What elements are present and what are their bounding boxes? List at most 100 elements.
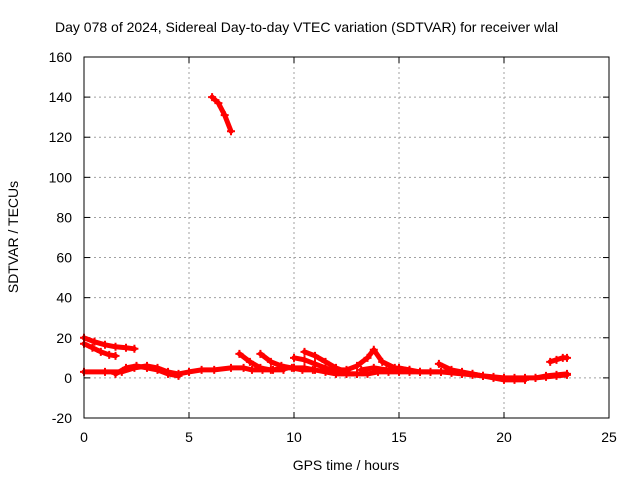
data-point — [164, 369, 172, 378]
data-point — [132, 361, 141, 370]
data-point — [105, 350, 114, 359]
data-point — [468, 369, 477, 378]
y-tick-label: -20 — [52, 410, 72, 426]
data-point — [111, 342, 120, 351]
data-point — [235, 349, 244, 358]
data-point — [266, 357, 275, 366]
data-point — [552, 370, 561, 379]
data-point — [311, 359, 319, 368]
data-point — [256, 363, 265, 372]
data-point — [245, 357, 254, 366]
data-point — [426, 367, 435, 376]
data-point — [122, 343, 130, 352]
series-line-15 — [533, 371, 570, 381]
data-point — [357, 365, 366, 374]
data-point — [382, 365, 391, 374]
data-point — [552, 355, 561, 364]
y-tick-label: 100 — [49, 169, 73, 185]
x-tick-label: 0 — [80, 429, 88, 445]
data-point — [101, 367, 109, 376]
y-axis-label: SDTVAR / TECUs — [5, 181, 21, 293]
data-point — [531, 373, 540, 382]
data-point — [287, 363, 296, 372]
chart-title: Day 078 of 2024, Sidereal Day-to-day VTE… — [55, 19, 558, 35]
data-point — [300, 347, 309, 356]
plot-frame — [83, 56, 610, 419]
y-tick-label: 0 — [64, 370, 72, 386]
data-point — [434, 359, 443, 368]
data-point — [277, 361, 286, 370]
data-point — [416, 367, 424, 376]
x-tick-label: 5 — [185, 429, 193, 445]
y-tick-label: 140 — [49, 89, 73, 105]
data-point — [153, 365, 162, 374]
data-point — [111, 351, 120, 360]
data-point — [363, 353, 372, 362]
data-point — [220, 111, 229, 120]
data-point — [353, 361, 361, 370]
data-point — [208, 93, 217, 102]
data-point — [227, 363, 235, 372]
data-point — [248, 365, 256, 374]
data-point — [290, 353, 298, 362]
grid-lines — [84, 57, 609, 418]
data-point — [239, 363, 248, 372]
data-point — [266, 365, 275, 374]
data-point — [300, 355, 309, 364]
data-point — [479, 371, 487, 380]
y-tick-label: 80 — [56, 209, 72, 225]
data-point — [546, 357, 555, 366]
data-point — [88, 343, 97, 352]
x-tick-label: 10 — [286, 429, 302, 445]
y-tick-label: 160 — [49, 49, 73, 65]
data-point — [130, 344, 139, 353]
data-point — [437, 367, 445, 376]
data-point — [101, 340, 109, 349]
series-line-5 — [209, 94, 234, 134]
data-point — [521, 375, 529, 384]
data-point — [185, 367, 193, 376]
data-point — [311, 351, 319, 360]
data-point — [500, 375, 508, 384]
data-point — [489, 373, 498, 382]
y-tick-labels: -20 0 20 40 60 80 100 120 140 160 — [49, 49, 73, 426]
data-point — [96, 347, 105, 356]
data-point — [111, 369, 120, 378]
data-point — [308, 365, 317, 374]
y-tick-label: 60 — [56, 250, 72, 266]
data-point — [298, 365, 307, 374]
data-point — [378, 357, 387, 366]
data-point — [342, 365, 351, 374]
data-point — [143, 363, 151, 372]
data-point — [510, 375, 519, 384]
x-tick-label: 15 — [391, 429, 407, 445]
data-point — [369, 363, 378, 372]
data-point — [353, 369, 361, 378]
data-point — [256, 349, 265, 358]
data-point — [563, 353, 571, 362]
data-point — [447, 365, 456, 374]
x-tick-label: 25 — [601, 429, 617, 445]
data-series — [80, 93, 571, 384]
x-axis-label: GPS time / hours — [293, 457, 400, 473]
data-point — [210, 365, 219, 374]
y-tick-label: 20 — [56, 330, 72, 346]
y-tick-label: 120 — [49, 129, 73, 145]
y-tick-label: 40 — [56, 290, 72, 306]
axis-ticks — [83, 56, 610, 419]
x-tick-label: 20 — [496, 429, 512, 445]
x-tick-labels: 0 5 10 15 20 25 — [80, 429, 617, 445]
data-point — [214, 99, 223, 108]
data-point — [321, 357, 330, 366]
data-point — [227, 127, 235, 136]
data-point — [542, 371, 550, 380]
data-point — [458, 367, 466, 376]
data-point — [563, 369, 571, 378]
data-point — [197, 365, 206, 374]
data-point — [332, 365, 340, 374]
data-point — [395, 363, 403, 372]
data-point — [174, 371, 183, 380]
data-point — [122, 363, 130, 372]
data-point — [405, 365, 414, 374]
